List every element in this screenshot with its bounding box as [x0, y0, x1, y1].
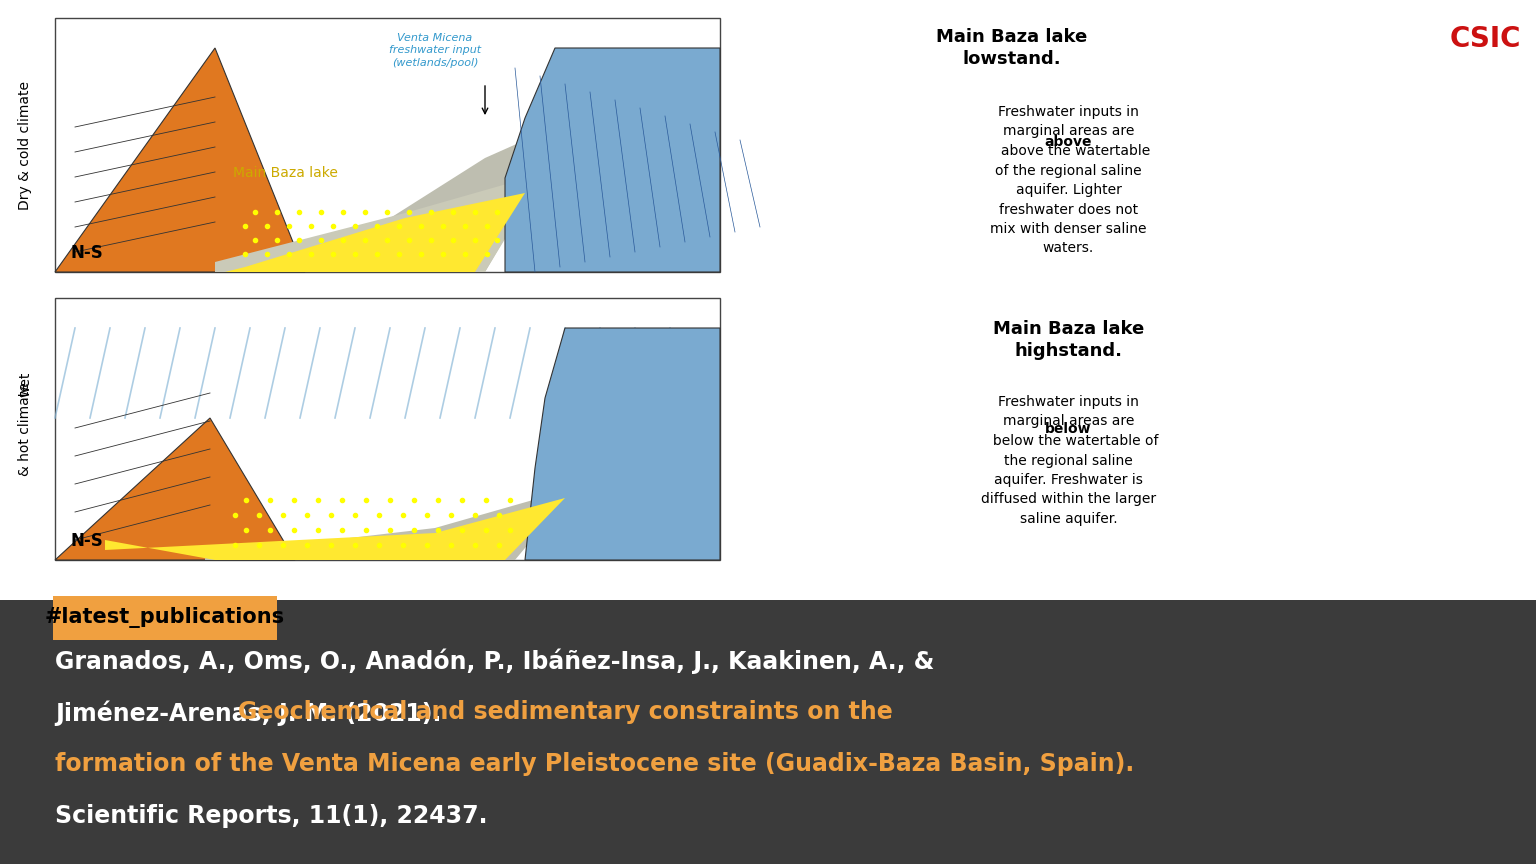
- Text: Granados, A., Oms, O., Anadón, P., Ibáñez-Insa, J., Kaakinen, A., &: Granados, A., Oms, O., Anadón, P., Ibáñe…: [55, 648, 934, 674]
- Polygon shape: [104, 498, 565, 560]
- Polygon shape: [525, 328, 720, 560]
- Polygon shape: [215, 118, 574, 272]
- Text: Dry & cold climate: Dry & cold climate: [18, 80, 32, 209]
- Text: Main Baza lake: Main Baza lake: [232, 166, 338, 180]
- Text: CSIC: CSIC: [1450, 25, 1521, 53]
- Text: below: below: [1046, 422, 1092, 436]
- Polygon shape: [55, 418, 295, 560]
- FancyBboxPatch shape: [54, 596, 276, 640]
- Text: Main Baza lake
highstand.: Main Baza lake highstand.: [992, 320, 1144, 360]
- Text: N-S: N-S: [71, 244, 103, 262]
- Text: Geochemical and sedimentary constraints on the: Geochemical and sedimentary constraints …: [238, 700, 892, 724]
- Text: #latest_publications: #latest_publications: [45, 607, 286, 628]
- Text: wet: wet: [18, 372, 32, 397]
- Polygon shape: [505, 48, 720, 272]
- Polygon shape: [55, 48, 306, 272]
- Polygon shape: [204, 488, 574, 560]
- Text: above: above: [1044, 135, 1092, 149]
- Polygon shape: [224, 193, 525, 272]
- Text: N-S: N-S: [71, 532, 103, 550]
- FancyBboxPatch shape: [55, 298, 720, 560]
- FancyBboxPatch shape: [55, 18, 720, 272]
- Text: Freshwater inputs in
marginal areas are
 above the watertable
of the regional sa: Freshwater inputs in marginal areas are …: [988, 105, 1150, 256]
- Text: Scientific Reports, 11(1), 22437.: Scientific Reports, 11(1), 22437.: [55, 804, 487, 828]
- Text: formation of the Venta Micena early Pleistocene site (Guadix-Baza Basin, Spain).: formation of the Venta Micena early Plei…: [55, 752, 1134, 776]
- Text: Freshwater inputs in
marginal areas are
 below the watertable of
the regional sa: Freshwater inputs in marginal areas are …: [978, 395, 1158, 526]
- Text: Jiménez-Arenas, J. M. (2021).: Jiménez-Arenas, J. M. (2021).: [55, 700, 450, 726]
- Polygon shape: [215, 173, 545, 272]
- Text: Venta Micena
freshwater input
(wetlands/pool): Venta Micena freshwater input (wetlands/…: [389, 33, 481, 67]
- Text: & hot climate: & hot climate: [18, 382, 32, 476]
- Text: Main Baza lake
lowstand.: Main Baza lake lowstand.: [937, 28, 1087, 68]
- FancyBboxPatch shape: [0, 600, 1536, 864]
